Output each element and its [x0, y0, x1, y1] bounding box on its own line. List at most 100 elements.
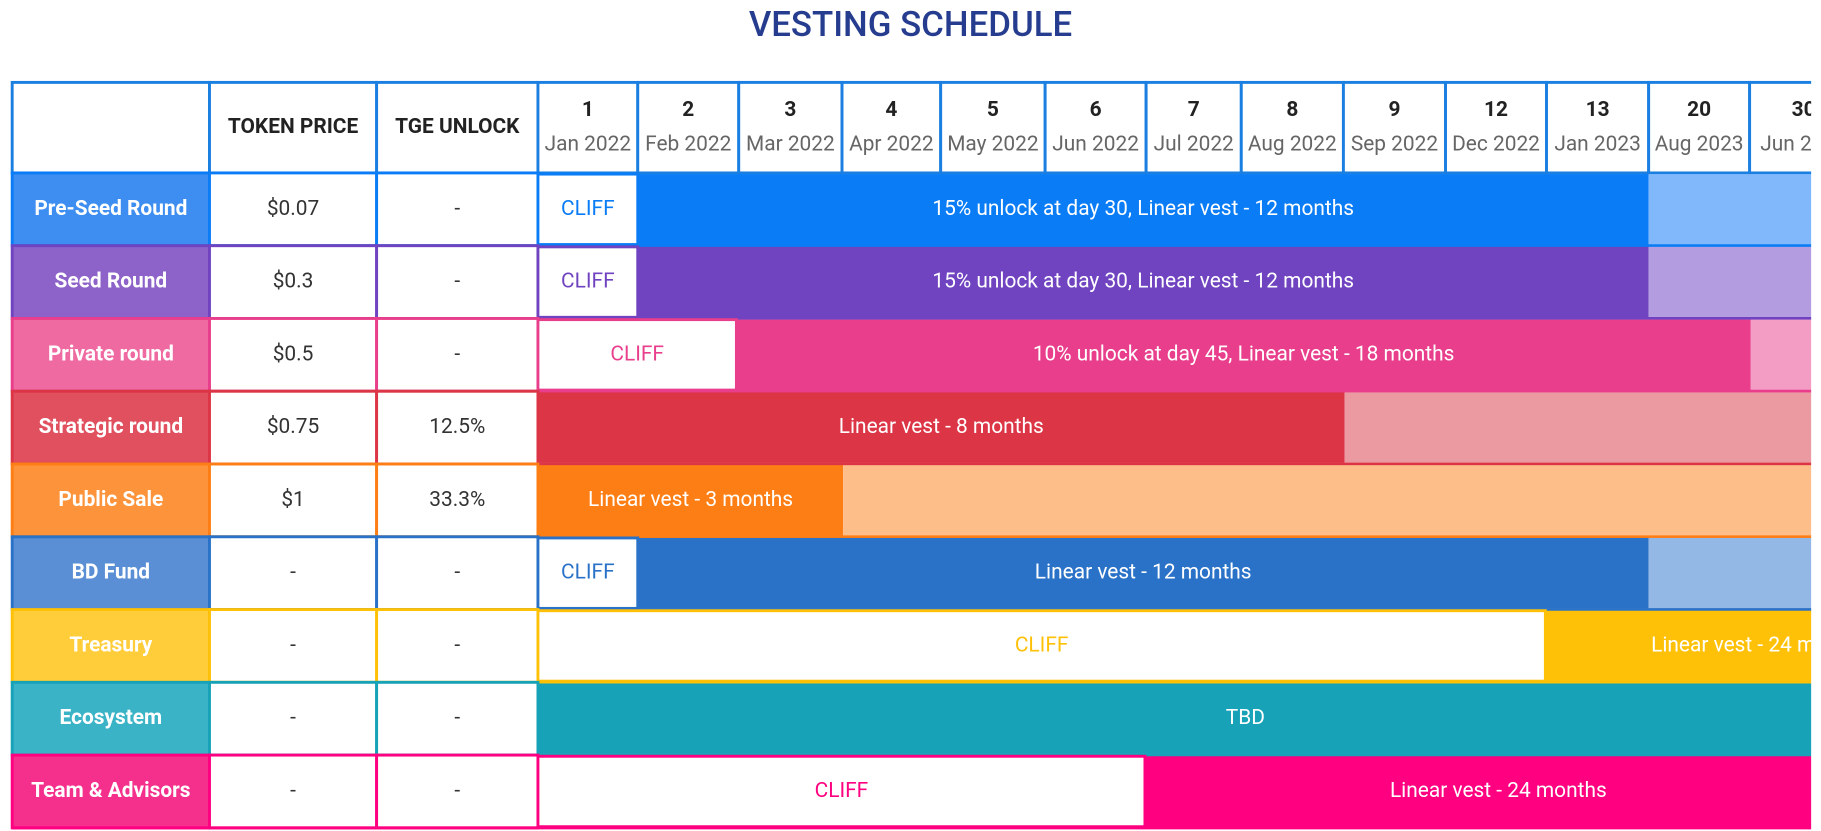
segment-label: CLIFF: [815, 779, 869, 803]
row-label: Private round: [48, 342, 174, 366]
tge-unlock: -: [454, 633, 460, 657]
month-number: 30: [1792, 98, 1816, 122]
row-label-cell: [10, 317, 211, 393]
vest-segment: [637, 246, 1649, 318]
token-price: $0.3: [273, 270, 314, 294]
cliff-segment: [536, 172, 640, 246]
header-cell: [840, 80, 943, 175]
row-label: Treasury: [69, 633, 152, 657]
title: VESTING SCHEDULE: [749, 5, 1072, 45]
month-date: Jan 2022: [545, 133, 632, 157]
header-cell: [375, 80, 540, 175]
header-cell: [1239, 80, 1345, 175]
month-number: 6: [1090, 98, 1102, 122]
vest-segment: [736, 319, 1751, 391]
post-vest-segment: [1648, 246, 1812, 318]
header-cell: [1748, 80, 1812, 175]
header-cell: [1144, 80, 1243, 175]
segment-label: 15% unlock at day 30, Linear vest - 12 m…: [932, 197, 1354, 221]
post-vest-segment: [843, 465, 1812, 536]
segment-label: CLIFF: [610, 342, 664, 366]
token-price: $0.75: [267, 415, 319, 439]
header-cell: [1341, 80, 1447, 175]
month-date: Aug 2023: [1655, 133, 1744, 157]
row-label-cell: [10, 462, 211, 539]
row-label: Team & Advisors: [31, 779, 190, 803]
month-date: Feb 2022: [645, 133, 731, 157]
tge-unlock: 33.3%: [429, 488, 485, 512]
vest-segment: [637, 537, 1649, 609]
segment-label: Linear vest - 8 months: [839, 415, 1044, 439]
header-cell: [208, 80, 379, 175]
month-number: 9: [1388, 98, 1400, 122]
row-label: Pre-Seed Round: [34, 197, 187, 221]
month-number: 20: [1687, 98, 1711, 122]
post-vest-segment: [1344, 392, 1812, 463]
segment-label: Linear vest - 24 months: [1390, 779, 1607, 803]
post-vest-segment: [1750, 319, 1812, 391]
token-price: -: [290, 633, 296, 657]
vest-segment: [537, 683, 1812, 754]
post-vest-segment: [1648, 537, 1812, 609]
month-number: 13: [1586, 98, 1610, 122]
month-date: Jun 2024: [1760, 133, 1821, 157]
header-cell: [636, 80, 741, 175]
vest-segment: [1545, 610, 1812, 682]
tge-unlock: -: [454, 779, 460, 803]
tge-unlock: -: [454, 342, 460, 366]
row-label: Strategic round: [39, 415, 184, 439]
month-date: Jul 2022: [1154, 133, 1234, 157]
vest-segment: [1144, 756, 1812, 827]
row-label-cell: [10, 753, 211, 830]
row-label-cell: [10, 680, 211, 757]
segment-label: 15% unlock at day 30, Linear vest - 12 m…: [932, 270, 1354, 294]
tge-unlock: -: [454, 270, 460, 294]
month-number: 1: [582, 98, 594, 122]
row-label: Public Sale: [58, 488, 163, 512]
cell: [208, 608, 379, 684]
month-date: Jan 2023: [1554, 133, 1641, 157]
header-cell: [939, 80, 1047, 175]
segment-label: CLIFF: [561, 197, 615, 221]
month-number: 5: [987, 98, 999, 122]
segment-label: Linear vest - 3 months: [588, 488, 793, 512]
month-date: Dec 2022: [1452, 133, 1540, 157]
tge-unlock: 12.5%: [429, 415, 485, 439]
segment-label: TBD: [1226, 706, 1265, 730]
row-label: Ecosystem: [60, 706, 163, 730]
month-date: Jun 2022: [1052, 133, 1139, 157]
header-cell: [1043, 80, 1148, 175]
month-number: 12: [1484, 98, 1508, 122]
month-date: Mar 2022: [746, 133, 835, 157]
vest-segment: [537, 465, 844, 536]
header-cell: [737, 80, 844, 175]
tge-unlock: -: [454, 561, 460, 585]
token-price: -: [290, 706, 296, 730]
tge-unlock: -: [454, 706, 460, 730]
cell: [208, 753, 379, 830]
month-date: May 2022: [947, 133, 1038, 157]
month-number: 8: [1286, 98, 1298, 122]
cell: [375, 389, 540, 466]
cliff-segment: [536, 245, 640, 319]
cliff-segment: [536, 754, 1147, 829]
month-date: Sep 2022: [1351, 133, 1438, 157]
token-price: $1: [281, 488, 304, 512]
tge-unlock: -: [454, 197, 460, 221]
month-date: Apr 2022: [849, 133, 934, 157]
header-cell: [10, 80, 211, 175]
cell: [208, 389, 379, 466]
cell: [208, 680, 379, 757]
header-cell: [1444, 80, 1548, 175]
segment-label: Linear vest - 12 months: [1035, 561, 1252, 585]
token-price: $0.5: [273, 342, 314, 366]
segment-label: 10% unlock at day 45, Linear vest - 18 m…: [1033, 342, 1455, 366]
month-number: 7: [1188, 98, 1200, 122]
post-vest-segment: [1648, 174, 1812, 245]
header-label: TOKEN PRICE: [228, 115, 359, 139]
token-price: -: [290, 561, 296, 585]
vest-segment: [637, 174, 1649, 245]
header-label: TGE UNLOCK: [395, 115, 520, 139]
segment-label: Linear vest - 24 months: [1651, 633, 1821, 657]
